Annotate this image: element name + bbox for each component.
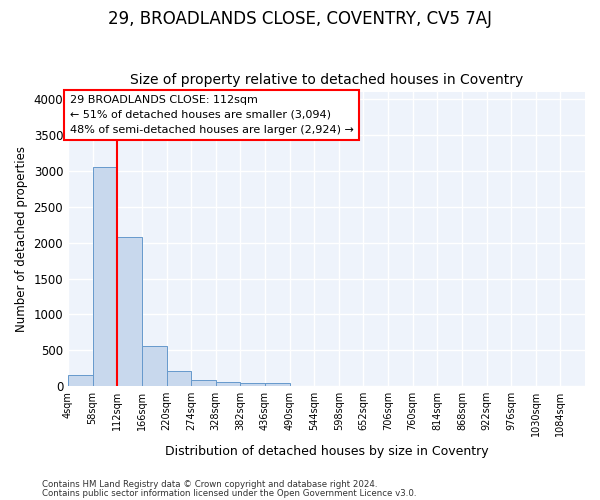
- Text: 29, BROADLANDS CLOSE, COVENTRY, CV5 7AJ: 29, BROADLANDS CLOSE, COVENTRY, CV5 7AJ: [108, 10, 492, 28]
- Y-axis label: Number of detached properties: Number of detached properties: [15, 146, 28, 332]
- Bar: [241, 383, 265, 386]
- X-axis label: Distribution of detached houses by size in Coventry: Distribution of detached houses by size …: [165, 444, 488, 458]
- Bar: [142, 346, 167, 386]
- Bar: [92, 167, 117, 386]
- Bar: [216, 382, 241, 386]
- Bar: [117, 237, 142, 386]
- Bar: [265, 383, 290, 386]
- Text: 29 BROADLANDS CLOSE: 112sqm
← 51% of detached houses are smaller (3,094)
48% of : 29 BROADLANDS CLOSE: 112sqm ← 51% of det…: [70, 95, 354, 135]
- Text: Contains HM Land Registry data © Crown copyright and database right 2024.: Contains HM Land Registry data © Crown c…: [42, 480, 377, 489]
- Title: Size of property relative to detached houses in Coventry: Size of property relative to detached ho…: [130, 73, 523, 87]
- Bar: [167, 371, 191, 386]
- Bar: [191, 380, 216, 386]
- Bar: [68, 376, 92, 386]
- Text: Contains public sector information licensed under the Open Government Licence v3: Contains public sector information licen…: [42, 488, 416, 498]
